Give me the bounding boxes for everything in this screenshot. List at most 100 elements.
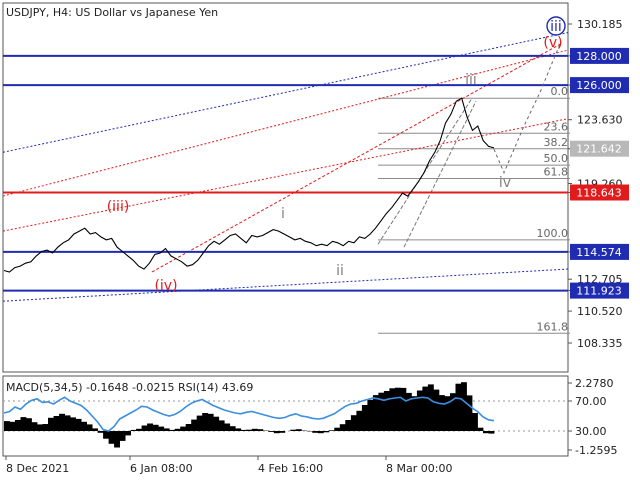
macd-histogram-bar	[64, 415, 71, 431]
macd-histogram-bar	[229, 426, 236, 431]
indicator-axis-tick-label: -1.2595	[575, 444, 617, 457]
indicator-axis-tick-label: 70.00	[575, 395, 607, 408]
macd-histogram-bar	[477, 427, 484, 431]
macd-histogram-bar	[169, 429, 176, 431]
wave-label: (iii)	[107, 199, 130, 215]
macd-histogram-bar	[240, 429, 247, 431]
macd-histogram-bar	[433, 389, 440, 431]
macd-histogram-bar	[147, 423, 153, 431]
fib-level-label: 61.8	[544, 166, 569, 179]
macd-histogram-bar	[455, 383, 462, 431]
macd-histogram-bar	[202, 413, 209, 431]
price-level-tag-label: 128.000	[576, 50, 622, 63]
price-axis-tick-label: 108.335	[577, 337, 623, 350]
macd-histogram-bar	[400, 387, 407, 431]
time-axis-label: 4 Feb 16:00	[258, 462, 323, 475]
price-level-tag-box	[570, 47, 629, 64]
macd-histogram-bar	[450, 393, 456, 431]
macd-histogram-bar	[20, 417, 27, 431]
macd-histogram-bar	[427, 384, 434, 431]
macd-histogram-bar	[59, 413, 65, 431]
wave-label: (v)	[543, 35, 562, 51]
macd-histogram-bar	[483, 431, 489, 434]
macd-histogram-bar	[180, 426, 187, 431]
macd-histogram-bar	[472, 413, 478, 431]
macd-histogram-bar	[378, 392, 385, 431]
macd-histogram-bar	[4, 421, 10, 431]
macd-histogram-bar	[334, 427, 341, 431]
macd-histogram-bar	[295, 429, 302, 431]
macd-histogram-bar	[207, 413, 214, 431]
macd-histogram-bar	[422, 386, 429, 431]
macd-histogram-bar	[9, 421, 16, 431]
macd-histogram-bar	[15, 420, 21, 431]
macd-histogram-bar	[97, 431, 104, 433]
price-axis-tick-label: 110.520	[577, 305, 623, 318]
blue-channel-upper	[2, 32, 569, 153]
macd-histogram-bar	[218, 420, 225, 431]
red-channel-lower	[2, 118, 569, 232]
price-panel-frame	[2, 2, 569, 373]
macd-histogram-bar	[152, 424, 159, 431]
macd-histogram-bar	[246, 429, 253, 431]
grey-wave-trendline-b	[403, 100, 477, 248]
macd-histogram-bar	[42, 424, 49, 431]
fib-level-label: 0.0	[551, 85, 569, 98]
macd-histogram-bar	[323, 431, 330, 433]
macd-histogram-bar	[92, 428, 98, 431]
wave-iii-circle-marker: iii	[546, 16, 566, 36]
price-level-tag-box	[570, 184, 629, 201]
macd-histogram-bar	[213, 416, 220, 431]
macd-histogram-bar	[416, 390, 423, 431]
blue-channel-lower	[2, 268, 569, 302]
macd-histogram-bar	[438, 395, 445, 431]
price-axis-tick-label: 130.185	[577, 18, 623, 31]
red-channel-upper	[2, 49, 569, 197]
wave-label-iii-circle: iii	[550, 19, 562, 35]
macd-histogram-bar	[48, 417, 54, 431]
macd-histogram-bar	[185, 424, 192, 431]
price-level-tag-label: 118.643	[576, 187, 622, 200]
fib-level-label: 100.0	[537, 227, 569, 240]
macd-histogram-bar	[196, 415, 203, 431]
macd-histogram-bar	[130, 429, 137, 431]
price-level-tag-box	[570, 243, 629, 260]
wave-label: i	[281, 206, 285, 222]
macd-histogram-bar	[224, 423, 231, 431]
macd-histogram-bar	[367, 399, 374, 431]
macd-histogram-bar	[461, 382, 467, 431]
indicator-axis-tick-label: 30.00	[575, 425, 607, 438]
macd-histogram-bar	[191, 419, 198, 431]
macd-histogram-bar	[136, 428, 142, 431]
macd-histogram-bar	[26, 418, 32, 431]
macd-histogram-bar	[350, 415, 357, 431]
macd-histogram-bar	[405, 392, 412, 431]
macd-histogram-bar	[125, 431, 131, 436]
fib-level-label: 23.6	[544, 120, 569, 133]
current-price-tag-label: 121.642	[576, 143, 622, 156]
current-price-tag-box	[570, 140, 629, 157]
macd-histogram-bar	[53, 416, 60, 431]
red-wave-trendline	[151, 43, 561, 273]
macd-histogram-bar	[141, 425, 148, 431]
macd-histogram-bar	[174, 428, 181, 431]
macd-histogram-bar	[163, 428, 170, 431]
macd-histogram-bar	[394, 387, 401, 431]
macd-histogram-bar	[70, 417, 76, 431]
wave-label: iii	[465, 72, 477, 88]
macd-histogram-bar	[444, 396, 451, 431]
macd-histogram-bar	[488, 431, 495, 434]
fib-level-label: 50.0	[544, 152, 569, 165]
macd-histogram-bar	[411, 396, 418, 431]
price-level-tag-box	[570, 77, 629, 94]
macd-histogram-bar	[251, 428, 258, 431]
macd-histogram-bar	[268, 431, 275, 432]
fib-level-label: 161.8	[537, 320, 569, 333]
rsi-line	[3, 396, 495, 432]
time-axis-label: 8 Dec 2021	[6, 462, 69, 475]
price-axis-tick-label: 123.630	[577, 114, 623, 127]
macd-histogram-bar	[257, 429, 264, 431]
macd-histogram-bar	[75, 418, 82, 431]
macd-histogram-bar	[81, 421, 87, 431]
